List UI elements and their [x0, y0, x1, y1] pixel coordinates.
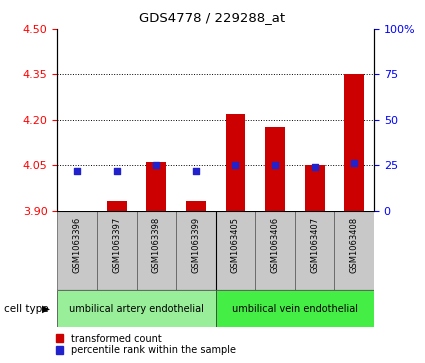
Point [351, 160, 357, 166]
Bar [186, 201, 206, 211]
Text: GSM1063408: GSM1063408 [350, 217, 359, 273]
Point [113, 168, 120, 174]
Legend: transformed count, percentile rank within the sample: transformed count, percentile rank withi… [54, 331, 238, 358]
Bar [97, 211, 136, 290]
Bar [305, 165, 325, 211]
Bar [255, 211, 295, 290]
Point [272, 162, 278, 168]
Text: GSM1063406: GSM1063406 [271, 217, 280, 273]
Text: GSM1063399: GSM1063399 [191, 217, 201, 273]
Text: ▶: ▶ [42, 303, 50, 314]
Text: GDS4778 / 229288_at: GDS4778 / 229288_at [139, 11, 286, 24]
Point [193, 168, 199, 174]
Text: cell type: cell type [4, 303, 49, 314]
Point [153, 162, 160, 168]
Text: GSM1063396: GSM1063396 [73, 217, 82, 273]
Bar [226, 114, 245, 211]
Point [74, 168, 81, 174]
Bar [215, 211, 255, 290]
Bar [136, 211, 176, 290]
Bar [344, 74, 364, 211]
Bar [57, 211, 97, 290]
Point [232, 162, 239, 168]
Text: GSM1063397: GSM1063397 [112, 217, 121, 273]
Text: GSM1063398: GSM1063398 [152, 217, 161, 273]
Bar [295, 211, 334, 290]
Bar [176, 211, 215, 290]
Text: umbilical vein endothelial: umbilical vein endothelial [232, 303, 358, 314]
Bar [334, 211, 374, 290]
Bar [215, 290, 374, 327]
Bar [107, 201, 127, 211]
Bar [265, 127, 285, 211]
Text: umbilical artery endothelial: umbilical artery endothelial [69, 303, 204, 314]
Bar [57, 290, 215, 327]
Text: GSM1063405: GSM1063405 [231, 217, 240, 273]
Bar [147, 162, 166, 211]
Point [311, 164, 318, 170]
Text: GSM1063407: GSM1063407 [310, 217, 319, 273]
